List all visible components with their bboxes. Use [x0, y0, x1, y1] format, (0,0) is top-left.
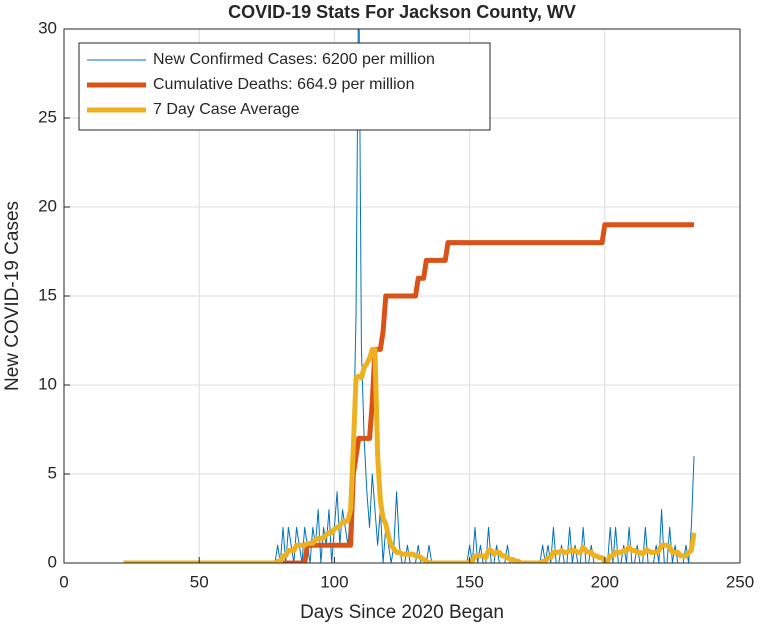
legend-label: New Confirmed Cases: 6200 per million — [153, 51, 435, 68]
legend-label: Cumulative Deaths: 664.9 per million — [153, 76, 414, 93]
series-line — [123, 222, 695, 563]
series-line — [123, 346, 697, 563]
x-tick-label: 150 — [455, 572, 483, 591]
y-tick-label: 5 — [48, 463, 57, 482]
legend: New Confirmed Cases: 6200 per million Cum… — [78, 42, 491, 131]
y-tick-label: 25 — [38, 107, 57, 126]
lines — [123, 29, 697, 563]
legend-box — [78, 42, 491, 131]
ticks: 0 50 100 150 200 250 0 5 10 15 20 25 30 — [38, 18, 754, 591]
y-tick-label: 15 — [38, 285, 57, 304]
x-tick-label: 200 — [591, 572, 619, 591]
x-tick-label: 100 — [320, 572, 348, 591]
y-tick-label: 30 — [38, 18, 57, 37]
x-tick-label: 250 — [726, 572, 754, 591]
x-tick-label: 50 — [190, 572, 209, 591]
y-tick-label: 0 — [48, 552, 57, 571]
x-axis-label: Days Since 2020 Began — [300, 602, 504, 623]
chart-title: COVID-19 Stats For Jackson County, WV — [228, 2, 576, 22]
legend-label: 7 Day Case Average — [153, 101, 300, 118]
y-tick-label: 20 — [38, 196, 57, 215]
y-axis-label: New COVID-19 Cases — [2, 201, 23, 391]
x-tick-label: 0 — [59, 572, 68, 591]
y-tick-label: 10 — [38, 374, 57, 393]
